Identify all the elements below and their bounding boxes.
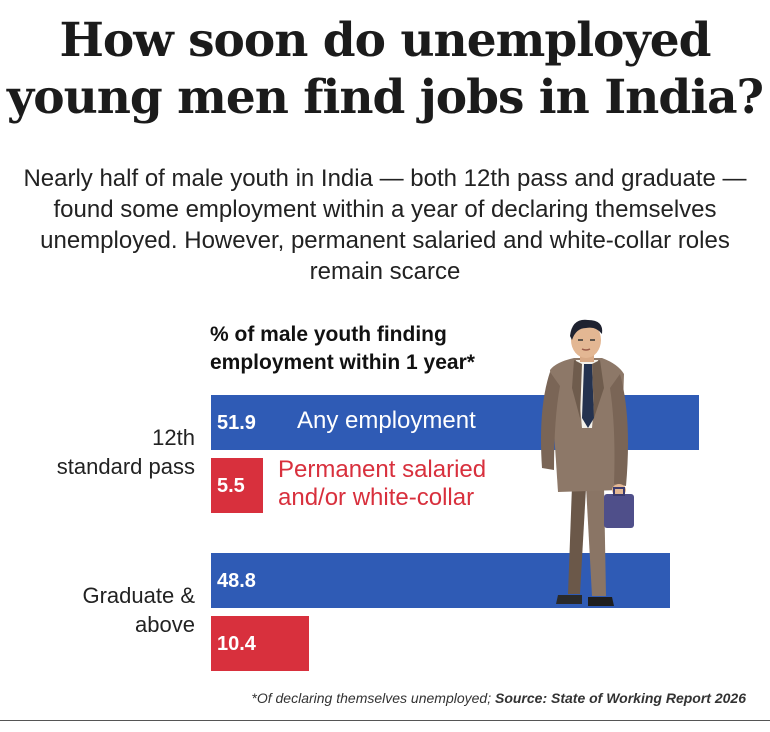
category-label: Graduate & above <box>0 581 195 639</box>
chart-heading-line-1: % of male youth finding <box>210 323 447 346</box>
bar <box>211 616 309 671</box>
series-label: Any employment <box>297 407 476 434</box>
series-label: Permanent salaried and/or white-collar <box>278 456 486 512</box>
footnote-note: *Of declaring themselves unemployed; <box>251 690 495 706</box>
series-label-line: Permanent salaried <box>278 456 487 483</box>
chart-subtitle: Nearly half of male youth in India — bot… <box>23 165 747 285</box>
footnote: *Of declaring themselves unemployed; Sou… <box>251 690 746 706</box>
footnote-source: Source: State of Working Report 2026 <box>494 690 746 706</box>
category-label-line: Graduate & <box>82 583 195 608</box>
chart-heading-line-2: employment within 1 year* <box>210 351 475 374</box>
data-label: 51.9 <box>217 412 256 434</box>
data-label: 10.4 <box>217 633 256 655</box>
title-line-2: young men find jobs in India? <box>6 70 764 125</box>
category-label-line: standard pass <box>56 454 195 479</box>
businessman-illustration <box>541 319 634 606</box>
category-label-line: 12th <box>152 425 195 450</box>
bar <box>211 458 263 513</box>
chart-heading: % of male youth finding employment withi… <box>210 321 530 377</box>
chart-title: How soon do unemployed young men find jo… <box>0 12 770 126</box>
data-label: 5.5 <box>217 475 245 497</box>
category-label: 12th standard pass <box>0 423 195 481</box>
category-label-line: above <box>135 612 195 637</box>
series-label-line: and/or white-collar <box>278 484 475 511</box>
title-line-1: How soon do unemployed <box>59 13 712 68</box>
data-label: 48.8 <box>217 570 256 592</box>
bottom-divider <box>0 720 770 721</box>
